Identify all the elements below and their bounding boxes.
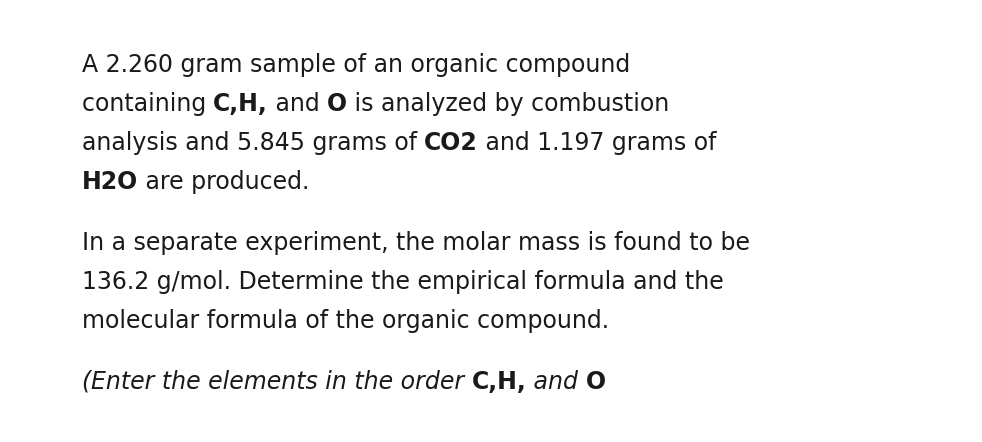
Text: Enter the elements in the order: Enter the elements in the order [90, 370, 471, 393]
Text: and: and [268, 92, 327, 116]
Text: H2O: H2O [82, 170, 137, 194]
Text: is analyzed by combustion: is analyzed by combustion [348, 92, 670, 116]
Text: analysis and 5.845 grams of: analysis and 5.845 grams of [82, 131, 424, 155]
Text: and: and [526, 370, 585, 393]
Text: CO2: CO2 [424, 131, 478, 155]
Text: molecular formula of the organic compound.: molecular formula of the organic compoun… [82, 309, 609, 332]
Text: containing: containing [82, 92, 213, 116]
Text: and 1.197 grams of: and 1.197 grams of [478, 131, 717, 155]
Text: In a separate experiment, the molar mass is found to be: In a separate experiment, the molar mass… [82, 231, 749, 255]
Text: C,H,: C,H, [213, 92, 268, 116]
Text: 136.2 g/mol. Determine the empirical formula and the: 136.2 g/mol. Determine the empirical for… [82, 270, 724, 293]
Text: O: O [327, 92, 348, 116]
Text: A 2.260 gram sample of an organic compound: A 2.260 gram sample of an organic compou… [82, 53, 629, 77]
Text: are produced.: are produced. [137, 170, 309, 194]
Text: (: ( [82, 370, 90, 393]
Text: O: O [585, 370, 606, 393]
Text: C,H,: C,H, [471, 370, 526, 393]
